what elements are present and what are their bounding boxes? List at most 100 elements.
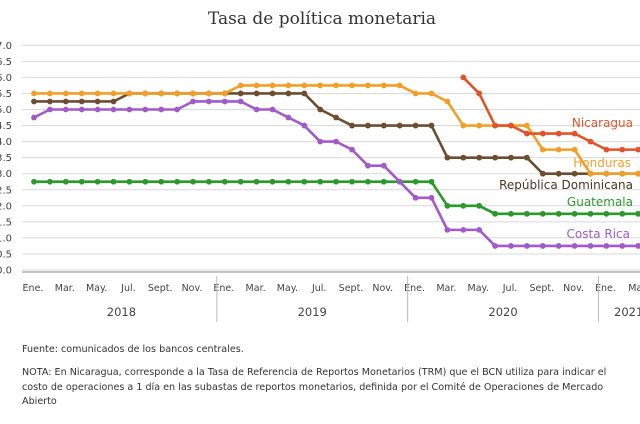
data-point bbox=[94, 90, 101, 97]
series-honduras bbox=[31, 82, 640, 177]
data-point bbox=[237, 90, 244, 97]
data-point bbox=[237, 178, 244, 185]
data-point bbox=[396, 82, 403, 89]
data-point bbox=[524, 130, 530, 137]
data-point bbox=[365, 82, 371, 89]
data-point bbox=[47, 106, 53, 113]
data-point bbox=[619, 146, 626, 153]
data-point bbox=[285, 82, 292, 89]
data-point bbox=[412, 178, 419, 185]
data-point bbox=[301, 122, 308, 129]
data-point bbox=[428, 178, 435, 185]
data-point bbox=[587, 210, 594, 217]
data-point bbox=[635, 170, 640, 177]
data-point bbox=[190, 90, 196, 97]
data-point bbox=[539, 130, 546, 137]
y-tick-label: 2.0 bbox=[0, 201, 12, 212]
data-point bbox=[349, 146, 355, 153]
data-point bbox=[110, 98, 117, 105]
data-point bbox=[94, 106, 101, 113]
data-point bbox=[301, 82, 308, 89]
data-point bbox=[555, 210, 562, 217]
x-tick-label: Jul. bbox=[311, 283, 326, 294]
data-point bbox=[174, 90, 181, 97]
data-point bbox=[47, 90, 53, 97]
data-point bbox=[237, 82, 244, 89]
data-point bbox=[396, 178, 403, 185]
data-point bbox=[587, 243, 594, 249]
data-point bbox=[206, 98, 212, 105]
data-point bbox=[174, 178, 181, 185]
data-point bbox=[571, 210, 578, 217]
y-tick-label: 0.5 bbox=[0, 249, 12, 260]
data-point bbox=[555, 146, 562, 153]
y-tick-label: 0.0 bbox=[0, 266, 12, 277]
data-point bbox=[62, 98, 69, 105]
data-point bbox=[333, 114, 339, 121]
y-tick-label: 1.0 bbox=[0, 233, 12, 244]
x-tick-label: Nov. bbox=[563, 283, 584, 294]
y-tick-label: 5.5 bbox=[0, 89, 12, 100]
data-point bbox=[158, 90, 165, 97]
data-point bbox=[317, 106, 324, 113]
data-point bbox=[603, 146, 610, 153]
data-point bbox=[47, 98, 53, 105]
data-point bbox=[508, 154, 514, 161]
data-point bbox=[524, 210, 530, 217]
data-point bbox=[110, 178, 117, 185]
data-point bbox=[31, 90, 37, 97]
data-point bbox=[603, 243, 610, 249]
y-tick-label: 7.0 bbox=[0, 41, 12, 52]
data-point bbox=[317, 138, 324, 145]
series-line bbox=[34, 84, 639, 175]
data-point bbox=[142, 106, 149, 113]
data-point bbox=[380, 178, 387, 185]
data-point bbox=[476, 122, 483, 129]
x-tick-label: May. bbox=[468, 283, 489, 294]
policy-rate-chart: Tasa de política monetaria 0.0 0.5 1.0 1.5 2… bbox=[0, 9, 640, 322]
data-point bbox=[174, 106, 181, 113]
data-point bbox=[635, 146, 640, 153]
y-axis-ticks: 0.0 0.5 1.0 1.5 2.0 2.5 3.0 3.5 4.0 4.5 5.0 5.5 6.0 6… bbox=[0, 41, 12, 277]
data-point bbox=[333, 178, 339, 185]
series-line bbox=[462, 76, 639, 151]
data-point bbox=[539, 210, 546, 217]
data-point bbox=[94, 98, 101, 105]
year-label: 2018 bbox=[107, 305, 136, 319]
data-point bbox=[508, 122, 514, 129]
data-point bbox=[524, 154, 530, 161]
data-point bbox=[476, 226, 483, 233]
data-point bbox=[126, 90, 133, 97]
data-point bbox=[508, 210, 514, 217]
data-point bbox=[206, 90, 212, 97]
x-tick-label: Nov. bbox=[182, 283, 203, 294]
data-point bbox=[253, 90, 260, 97]
data-point bbox=[412, 122, 419, 129]
data-point bbox=[619, 170, 626, 177]
y-tick-label: 3.0 bbox=[0, 169, 12, 180]
data-point bbox=[365, 178, 371, 185]
year-label: 2020 bbox=[488, 305, 517, 319]
data-point bbox=[221, 98, 228, 105]
x-tick-label: Ene. bbox=[404, 283, 425, 294]
data-point bbox=[412, 194, 419, 201]
data-point bbox=[412, 90, 419, 97]
series-label: Nicaragua bbox=[572, 116, 633, 130]
x-tick-label: Ene. bbox=[23, 283, 44, 294]
data-point bbox=[365, 162, 371, 169]
year-label: 2021 bbox=[614, 305, 640, 319]
series-label: Costa Rica bbox=[567, 227, 630, 241]
series-costa-rica bbox=[31, 98, 640, 249]
data-point bbox=[428, 194, 435, 201]
data-point bbox=[253, 178, 260, 185]
data-point bbox=[539, 170, 546, 177]
data-point bbox=[365, 122, 371, 129]
data-point bbox=[444, 98, 451, 105]
data-point bbox=[237, 98, 244, 105]
data-point bbox=[571, 170, 578, 177]
data-point bbox=[190, 178, 196, 185]
x-tick-label: May. bbox=[277, 283, 298, 294]
x-tick-label: Nov. bbox=[372, 283, 393, 294]
data-point bbox=[31, 178, 37, 185]
y-tick-label: 1.5 bbox=[0, 217, 12, 228]
